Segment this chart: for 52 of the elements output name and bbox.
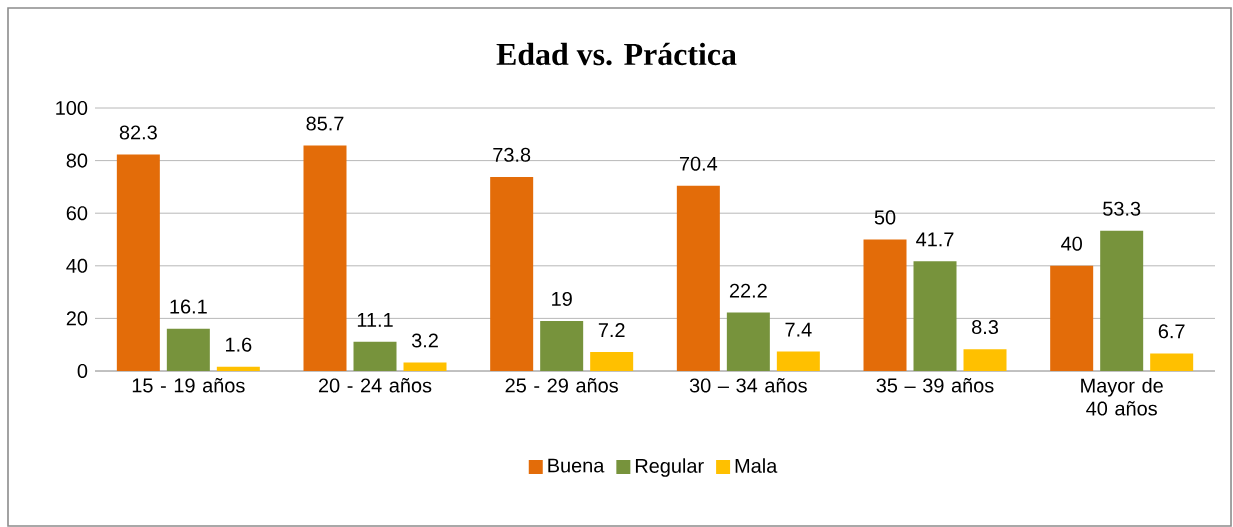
bar — [1050, 265, 1094, 371]
data-label: 50 — [874, 210, 896, 225]
data-label: 22.2 — [729, 283, 767, 298]
x-tick-label: 20 - 24 años — [318, 378, 432, 393]
x-tick-label: 25 - 29 años — [505, 378, 618, 393]
bar — [116, 154, 160, 371]
bar — [216, 366, 260, 371]
data-label: 82.3 — [119, 125, 157, 140]
y-tick-label: 20 — [66, 311, 88, 326]
data-label: 16.1 — [170, 299, 207, 314]
bar — [590, 352, 634, 371]
data-label: 41.7 — [916, 232, 954, 247]
bar — [1150, 353, 1194, 371]
x-tick-label: 35 – 39 años — [876, 378, 994, 393]
data-label: 1.6 — [226, 337, 252, 352]
bar — [1100, 230, 1144, 371]
legend-label: Mala — [735, 458, 778, 473]
data-label: 19 — [552, 291, 572, 306]
y-tick-label: 80 — [66, 153, 88, 168]
data-label: 7.4 — [785, 322, 812, 337]
bar — [676, 185, 720, 371]
x-tick-label: Mayor de 40 años — [1081, 378, 1163, 416]
bar — [353, 341, 397, 371]
x-tick-label: 15 - 19 años — [132, 378, 245, 393]
data-label: 6.7 — [1158, 324, 1185, 339]
bar — [403, 362, 447, 371]
bar — [490, 176, 534, 371]
y-tick-label: 100 — [56, 100, 88, 116]
legend-label: Buena — [548, 458, 605, 473]
data-label: 8.3 — [972, 320, 998, 335]
data-label: 11.1 — [357, 313, 393, 327]
data-label: 70.4 — [679, 156, 718, 171]
y-tick-label: 40 — [66, 258, 88, 273]
data-label: 85.7 — [306, 116, 344, 131]
bar — [963, 349, 1007, 371]
bar — [913, 261, 957, 371]
data-label: 40 — [1061, 236, 1082, 251]
chart-title: Edad vs. Práctica — [496, 42, 737, 66]
bar — [540, 321, 584, 371]
x-tick-label: 30 – 34 años — [689, 378, 807, 393]
data-label: 7.2 — [598, 323, 625, 338]
bar — [726, 312, 770, 371]
bar — [863, 239, 907, 371]
data-label: 73.8 — [493, 147, 531, 162]
bar — [776, 351, 820, 371]
y-tick-label: 60 — [66, 206, 88, 221]
legend-label: Regular — [635, 458, 704, 477]
bar — [303, 145, 347, 371]
data-label: 3.2 — [411, 333, 438, 348]
y-tick-label: 0 — [77, 363, 88, 379]
bar — [166, 328, 210, 371]
data-label: 53.3 — [1103, 201, 1141, 216]
